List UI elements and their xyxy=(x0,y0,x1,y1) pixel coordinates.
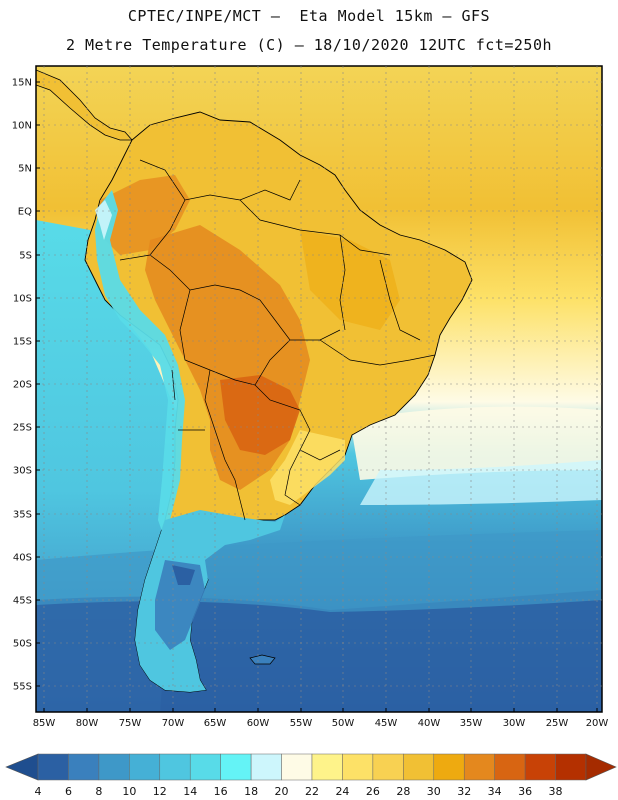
colorbar-label: 32 xyxy=(457,785,471,798)
graticule xyxy=(36,66,602,712)
lon-label: 55W xyxy=(290,718,313,729)
lon-label: 20W xyxy=(586,718,609,729)
lat-label: 15N xyxy=(12,78,32,89)
colorbar-swatch xyxy=(433,753,465,781)
colorbar-swatch xyxy=(342,753,374,781)
central-america-land xyxy=(36,69,133,141)
colorbar-label: 28 xyxy=(396,785,410,798)
colorbar-over-arrow xyxy=(585,753,617,781)
lat-label: 30S xyxy=(13,466,32,477)
lon-label: 30W xyxy=(503,718,526,729)
colorbar-label: 38 xyxy=(549,785,563,798)
colorbar-label: 34 xyxy=(488,785,502,798)
colorbar-swatch xyxy=(98,753,130,781)
colorbar-swatch xyxy=(68,753,100,781)
colorbar-swatch xyxy=(494,753,526,781)
colorbar-swatch xyxy=(524,753,556,781)
colorbar-swatch xyxy=(250,753,282,781)
plot-frame xyxy=(35,65,603,713)
colorbar-swatch xyxy=(403,753,435,781)
colorbar-label: 14 xyxy=(183,785,197,798)
lat-label: 40S xyxy=(13,553,32,564)
colorbar-label: 20 xyxy=(275,785,289,798)
falkland-islands xyxy=(249,654,276,665)
map-subtitle: 2 Metre Temperature (C) – 18/10/2020 12U… xyxy=(65,36,553,54)
lat-label: 45S xyxy=(13,596,32,607)
lat-label: 5S xyxy=(19,251,32,262)
colorbar-swatch xyxy=(189,753,221,781)
lat-label: 10S xyxy=(13,294,32,305)
colorbar-swatch xyxy=(463,753,495,781)
lat-label: 15S xyxy=(13,337,32,348)
colorbar-swatch xyxy=(281,753,313,781)
country-borders xyxy=(119,159,436,521)
lon-label: 50W xyxy=(332,718,355,729)
longitude-labels: 85W 80W 75W 70W 65W 60W 55W 50W 45W 40W 35W 30W 25W 2… xyxy=(33,708,609,729)
colorbar-label: 6 xyxy=(65,785,72,798)
colorbar-label: 24 xyxy=(335,785,349,798)
colorbar-swatch xyxy=(220,753,252,781)
lon-label: 35W xyxy=(460,718,483,729)
lat-label: 50S xyxy=(13,639,32,650)
colorbar: 4 6 8 10 12 14 16 18 20 22 24 26 28 30 32 34 36 38 xyxy=(5,753,617,798)
colorbar-label: 4 xyxy=(35,785,42,798)
lat-label: 55S xyxy=(13,682,32,693)
lon-label: 85W xyxy=(33,718,56,729)
colorbar-swatch xyxy=(555,753,587,781)
lon-label: 60W xyxy=(247,718,270,729)
lon-label: 70W xyxy=(162,718,185,729)
colorbar-label: 36 xyxy=(518,785,532,798)
latitude-labels: 15N 10N 5N EQ 5S 10S 15S 20S 25S 30S 35S 40S 45S 50S 5… xyxy=(12,78,40,693)
colorbar-under-arrow xyxy=(5,753,39,781)
lat-label: 5N xyxy=(18,164,32,175)
lon-label: 80W xyxy=(76,718,99,729)
colorbar-label: 26 xyxy=(366,785,380,798)
colorbar-swatch xyxy=(159,753,191,781)
colorbar-swatch xyxy=(372,753,404,781)
lon-label: 75W xyxy=(119,718,142,729)
andes-cool-zone xyxy=(95,190,185,540)
colorbar-label: 12 xyxy=(153,785,167,798)
colorbar-swatch xyxy=(129,753,161,781)
lon-label: 25W xyxy=(546,718,569,729)
colorbar-label: 30 xyxy=(427,785,441,798)
colorbar-label: 10 xyxy=(122,785,136,798)
colorbar-label: 8 xyxy=(95,785,102,798)
lon-label: 45W xyxy=(375,718,398,729)
lat-label: 25S xyxy=(13,423,32,434)
colorbar-label: 16 xyxy=(214,785,228,798)
colorbar-label: 18 xyxy=(244,785,258,798)
colorbar-swatch xyxy=(37,753,69,781)
lon-label: 40W xyxy=(418,718,441,729)
lat-label: 10N xyxy=(12,121,32,132)
lat-label: 35S xyxy=(13,510,32,521)
colorbar-label: 22 xyxy=(305,785,319,798)
lon-label: 65W xyxy=(204,718,227,729)
colorbar-swatch xyxy=(311,753,343,781)
lat-label: EQ xyxy=(18,207,32,218)
map-field xyxy=(36,66,602,712)
map-title: CPTEC/INPE/MCT – Eta Model 15km – GFS xyxy=(127,7,491,25)
lat-label: 20S xyxy=(13,380,32,391)
